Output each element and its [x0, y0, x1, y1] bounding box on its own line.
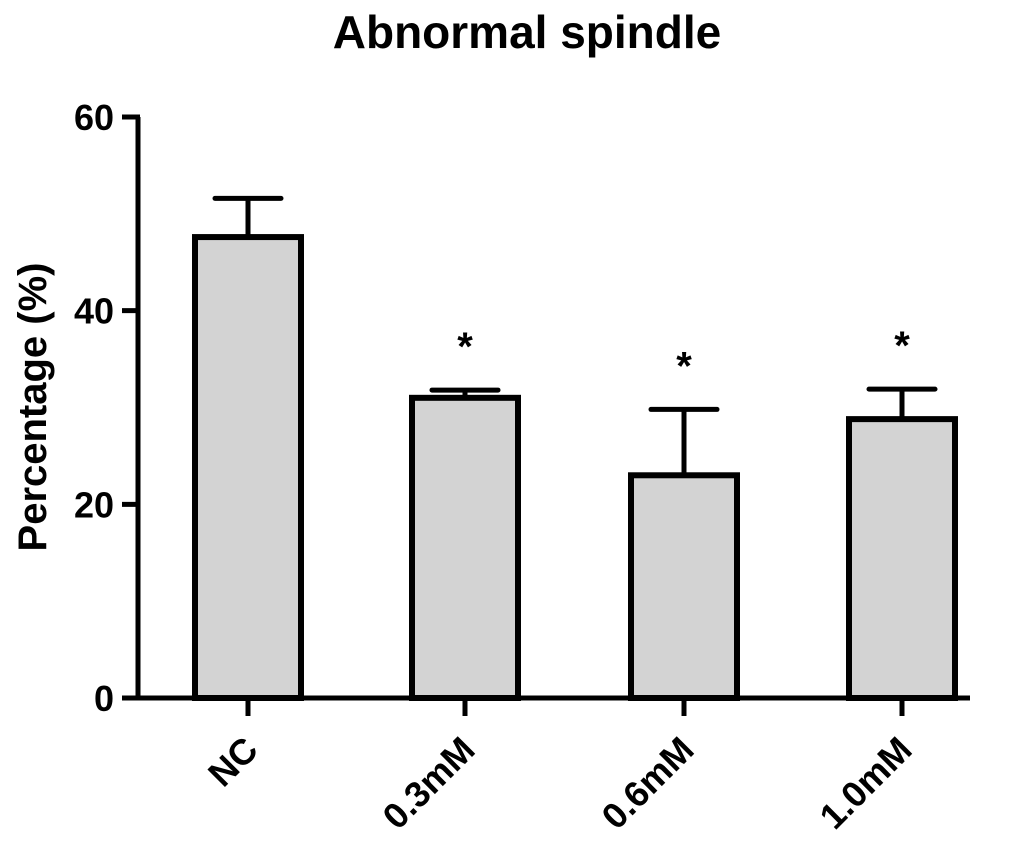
bar-0: [192, 234, 304, 701]
bar-3: [846, 416, 958, 701]
significance-marker-1: *: [457, 325, 473, 369]
bar-1: [409, 394, 521, 701]
y-tick-label-1: 20: [74, 484, 114, 525]
y-tick-label-3: 60: [74, 97, 114, 138]
bars-layer: * * *: [192, 195, 958, 701]
x-category-label-1: 0.3mM: [374, 729, 482, 837]
y-axis-label: Percentage (%): [11, 263, 55, 552]
y-tick-label-0: 0: [94, 678, 114, 719]
significance-marker-3: *: [894, 324, 910, 368]
x-category-label-2: 0.6mM: [593, 729, 701, 837]
x-category-label-3: 1.0mM: [811, 729, 919, 837]
x-category-label-0: NC: [200, 729, 266, 795]
y-tick-label-2: 40: [74, 291, 114, 332]
chart-title: Abnormal spindle: [333, 6, 721, 58]
axes-layer: [135, 117, 970, 701]
significance-marker-2: *: [676, 344, 692, 388]
bar-2: [628, 472, 740, 701]
